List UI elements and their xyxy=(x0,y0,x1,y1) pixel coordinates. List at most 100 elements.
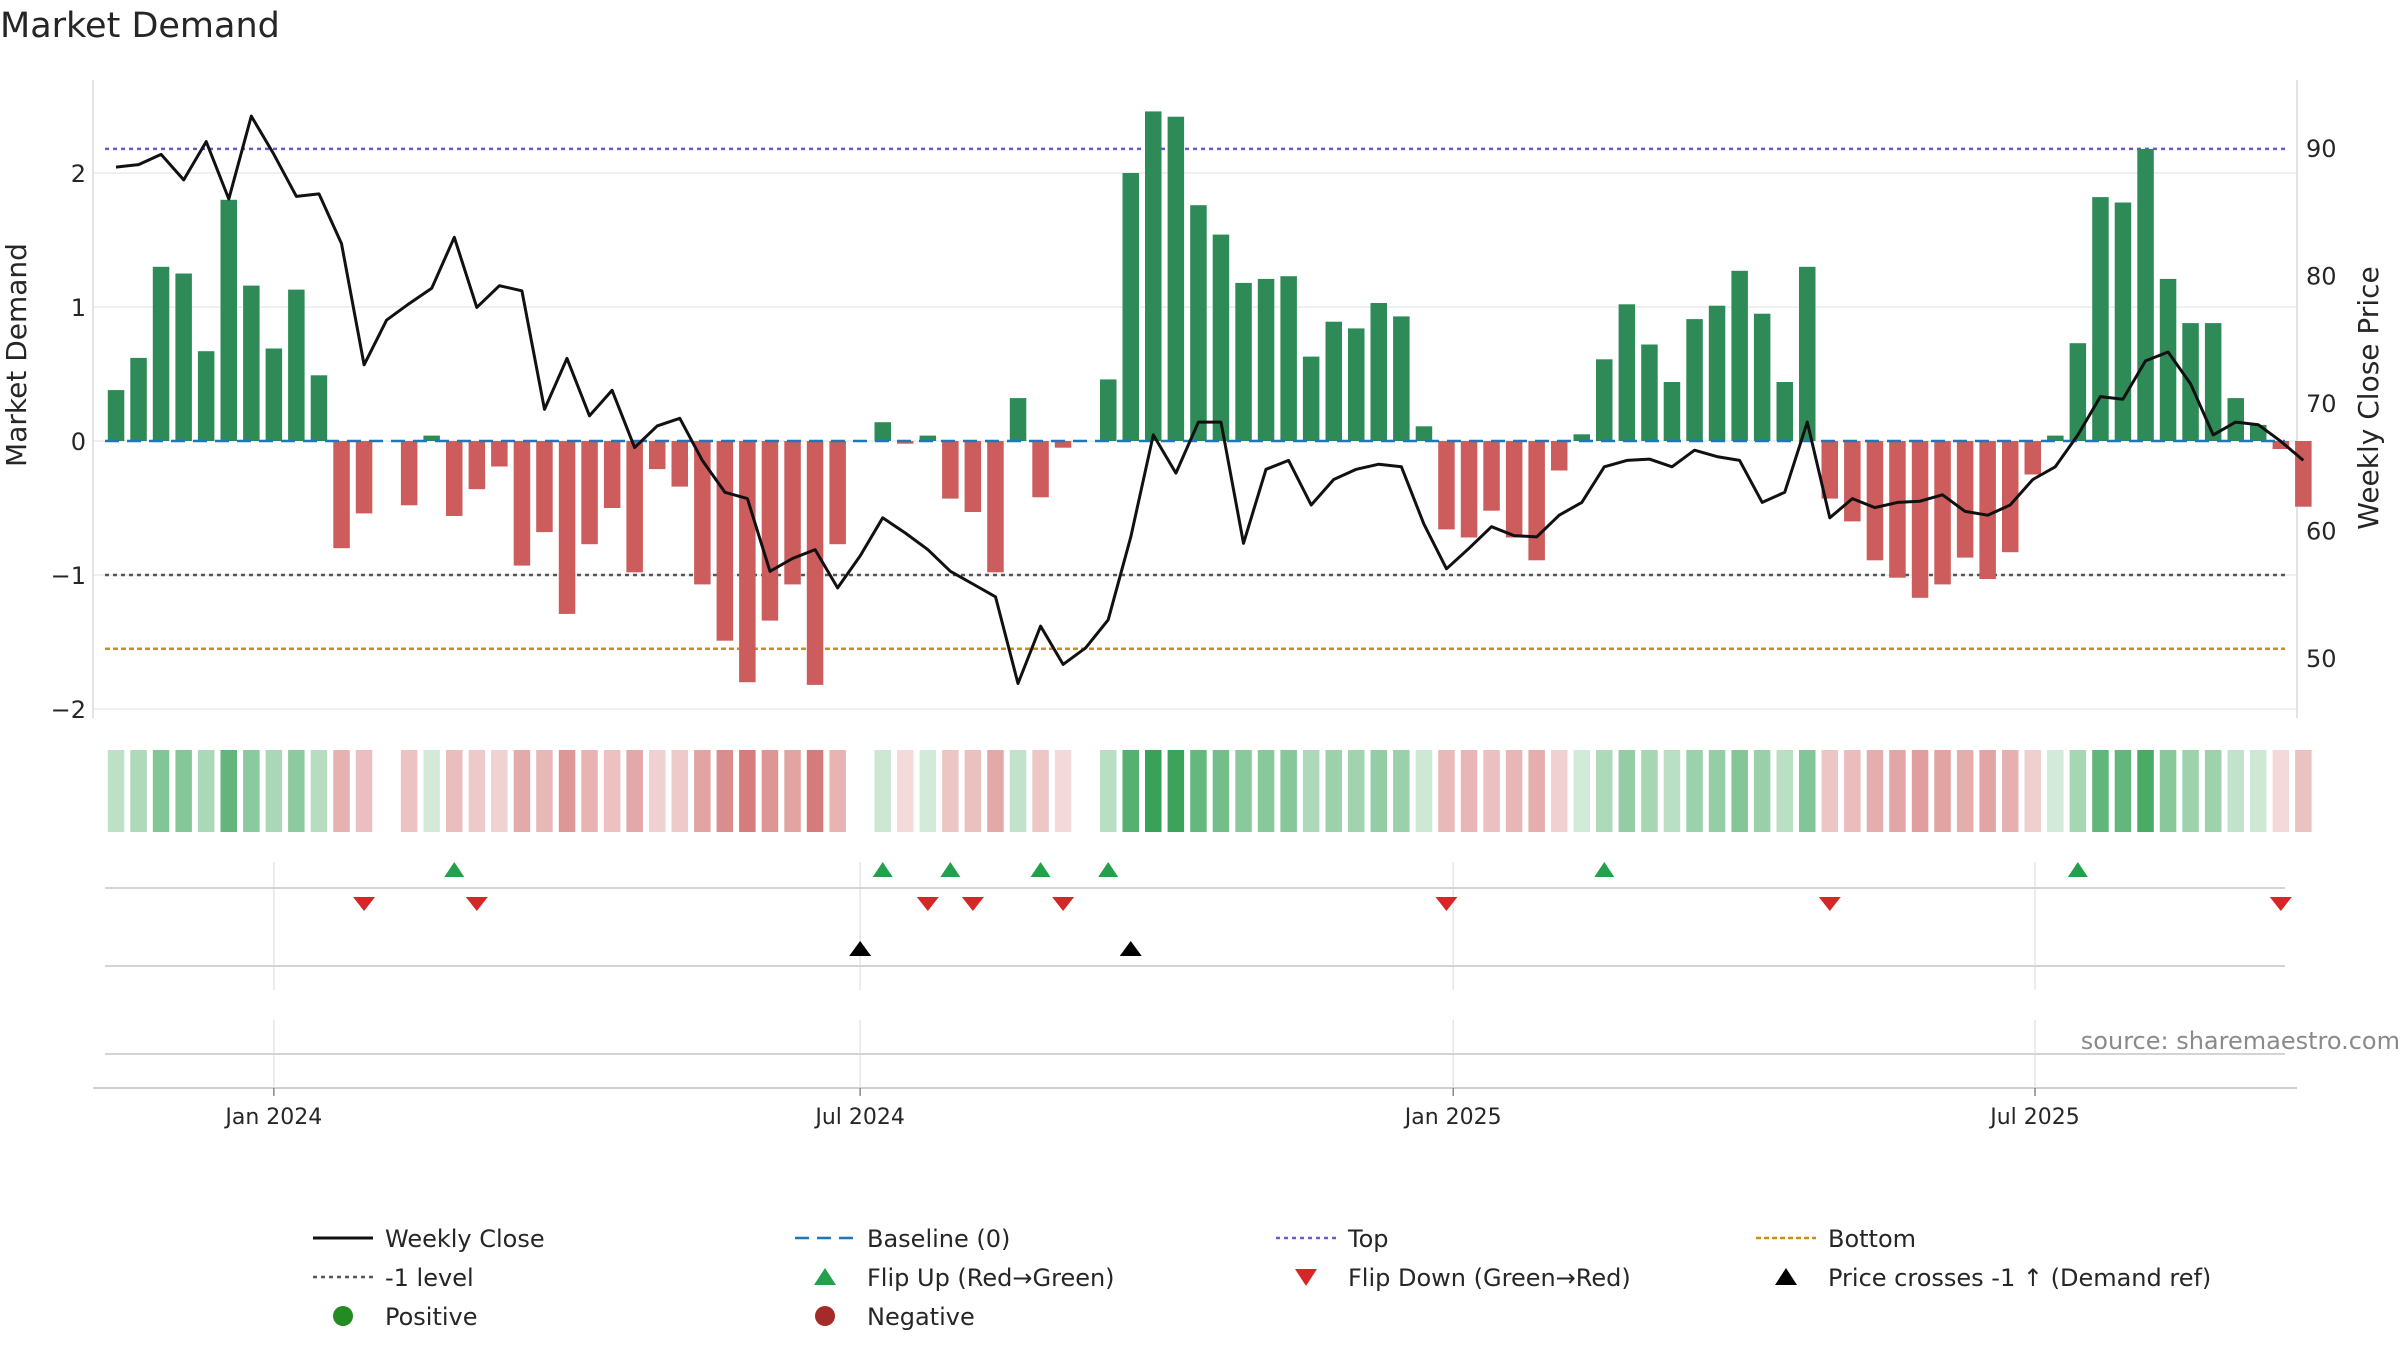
demand-bar xyxy=(1302,356,1320,441)
legend-positive-symbol xyxy=(333,1306,353,1326)
right-y-tick-label: 80 xyxy=(2306,263,2337,291)
heat-cell xyxy=(716,750,734,832)
heat-cell xyxy=(468,750,486,832)
heat-cell xyxy=(1596,750,1613,832)
demand-bar xyxy=(1122,173,1139,441)
demand-bar xyxy=(942,441,959,499)
demand-heat-strip xyxy=(107,750,2312,832)
heat-cell xyxy=(874,750,891,832)
price-cross-marker xyxy=(849,941,872,956)
demand-bar xyxy=(1911,441,1929,598)
heat-cell xyxy=(761,750,779,832)
demand-bar xyxy=(694,441,711,585)
demand-bar xyxy=(1460,441,1478,538)
chart-title: Market Demand xyxy=(0,6,280,46)
demand-bar xyxy=(558,441,576,614)
heat-cell xyxy=(2137,750,2154,832)
demand-bar xyxy=(1100,379,1117,441)
demand-bar xyxy=(1325,321,1342,441)
legend-label-bottom: Bottom xyxy=(1828,1225,1916,1253)
demand-bar xyxy=(536,441,553,533)
demand-bar xyxy=(581,441,598,545)
demand-bar xyxy=(2227,398,2244,441)
heat-cell xyxy=(1438,750,1455,832)
heat-cell xyxy=(1934,750,1951,832)
heat-cell xyxy=(1122,750,1139,832)
legend-negative-symbol xyxy=(815,1306,835,1326)
legend-label-weekly-close: Weekly Close xyxy=(385,1225,545,1253)
heat-cell xyxy=(897,750,914,832)
heat-cell xyxy=(784,750,801,832)
legend-label-flip-up: Flip Up (Red→Green) xyxy=(867,1264,1115,1292)
heat-cell xyxy=(581,750,598,832)
legend-label-price-cross: Price crosses -1 ↑ (Demand ref) xyxy=(1828,1264,2211,1292)
heat-cell xyxy=(558,750,576,832)
flip-down-marker xyxy=(961,897,984,911)
heat-cell xyxy=(806,750,824,832)
demand-bar xyxy=(761,441,779,621)
weekly-close-line-group xyxy=(115,114,2305,685)
demand-bar xyxy=(1167,116,1185,441)
demand-bar xyxy=(897,441,914,444)
price-cross-panel xyxy=(105,941,2285,967)
left-y-tick-label: −2 xyxy=(51,696,86,724)
heat-cell xyxy=(423,750,440,832)
demand-bar xyxy=(491,441,508,467)
heat-cell xyxy=(1190,750,1207,832)
demand-bar xyxy=(446,441,463,516)
heat-cell xyxy=(2227,750,2244,832)
heat-cell xyxy=(1911,750,1929,832)
demand-bar xyxy=(1596,359,1613,441)
left-y-tick-label: 1 xyxy=(71,294,86,322)
heat-cell xyxy=(513,750,531,832)
heat-cell xyxy=(2295,750,2312,832)
heat-cell xyxy=(1686,750,1703,832)
heat-cell xyxy=(671,750,688,832)
heat-cell xyxy=(1618,750,1636,832)
demand-bar xyxy=(1663,382,1681,441)
demand-bar xyxy=(107,390,125,441)
demand-bar xyxy=(333,441,350,549)
demand-bar xyxy=(1821,441,1838,499)
heat-cell xyxy=(107,750,125,832)
right-y-tick-label: 90 xyxy=(2306,135,2337,163)
flip-up-marker xyxy=(872,862,893,877)
demand-bar xyxy=(2069,343,2087,441)
heat-cell xyxy=(1641,750,1658,832)
demand-bar xyxy=(265,348,283,441)
demand-bar xyxy=(2137,148,2154,441)
demand-bar xyxy=(784,441,801,585)
legend-price-cross-symbol xyxy=(1775,1268,1797,1285)
heat-cell xyxy=(1054,750,1072,832)
demand-bars xyxy=(105,111,2312,685)
legend-label-negative: Negative xyxy=(867,1303,975,1331)
heat-cell xyxy=(2092,750,2109,832)
legend-label-flip-down: Flip Down (Green→Red) xyxy=(1348,1264,1631,1292)
heat-cell xyxy=(1551,750,1568,832)
flip-down-marker xyxy=(1435,897,1458,911)
demand-bar xyxy=(1483,441,1500,511)
heat-cell xyxy=(1370,750,1387,832)
heat-cell xyxy=(310,750,328,832)
flip-up-marker xyxy=(940,862,961,877)
demand-bar xyxy=(423,435,440,441)
heat-cell xyxy=(265,750,283,832)
demand-bar xyxy=(806,441,824,685)
demand-bar xyxy=(1956,441,1974,558)
demand-bar xyxy=(1235,282,1252,441)
demand-bar xyxy=(1190,205,1207,441)
demand-bar xyxy=(1573,434,1590,441)
demand-bar xyxy=(1753,313,1771,441)
demand-bar xyxy=(1866,441,1884,561)
heat-cell xyxy=(2114,750,2132,832)
heat-cell xyxy=(739,750,756,832)
heat-cell xyxy=(694,750,711,832)
heat-cell xyxy=(243,750,260,832)
demand-bar xyxy=(310,375,328,441)
heat-cell xyxy=(1460,750,1478,832)
heat-cell xyxy=(2204,750,2222,832)
demand-bar xyxy=(243,285,260,441)
demand-bar xyxy=(1438,441,1455,530)
demand-bar xyxy=(626,441,643,573)
heat-cell xyxy=(1866,750,1884,832)
